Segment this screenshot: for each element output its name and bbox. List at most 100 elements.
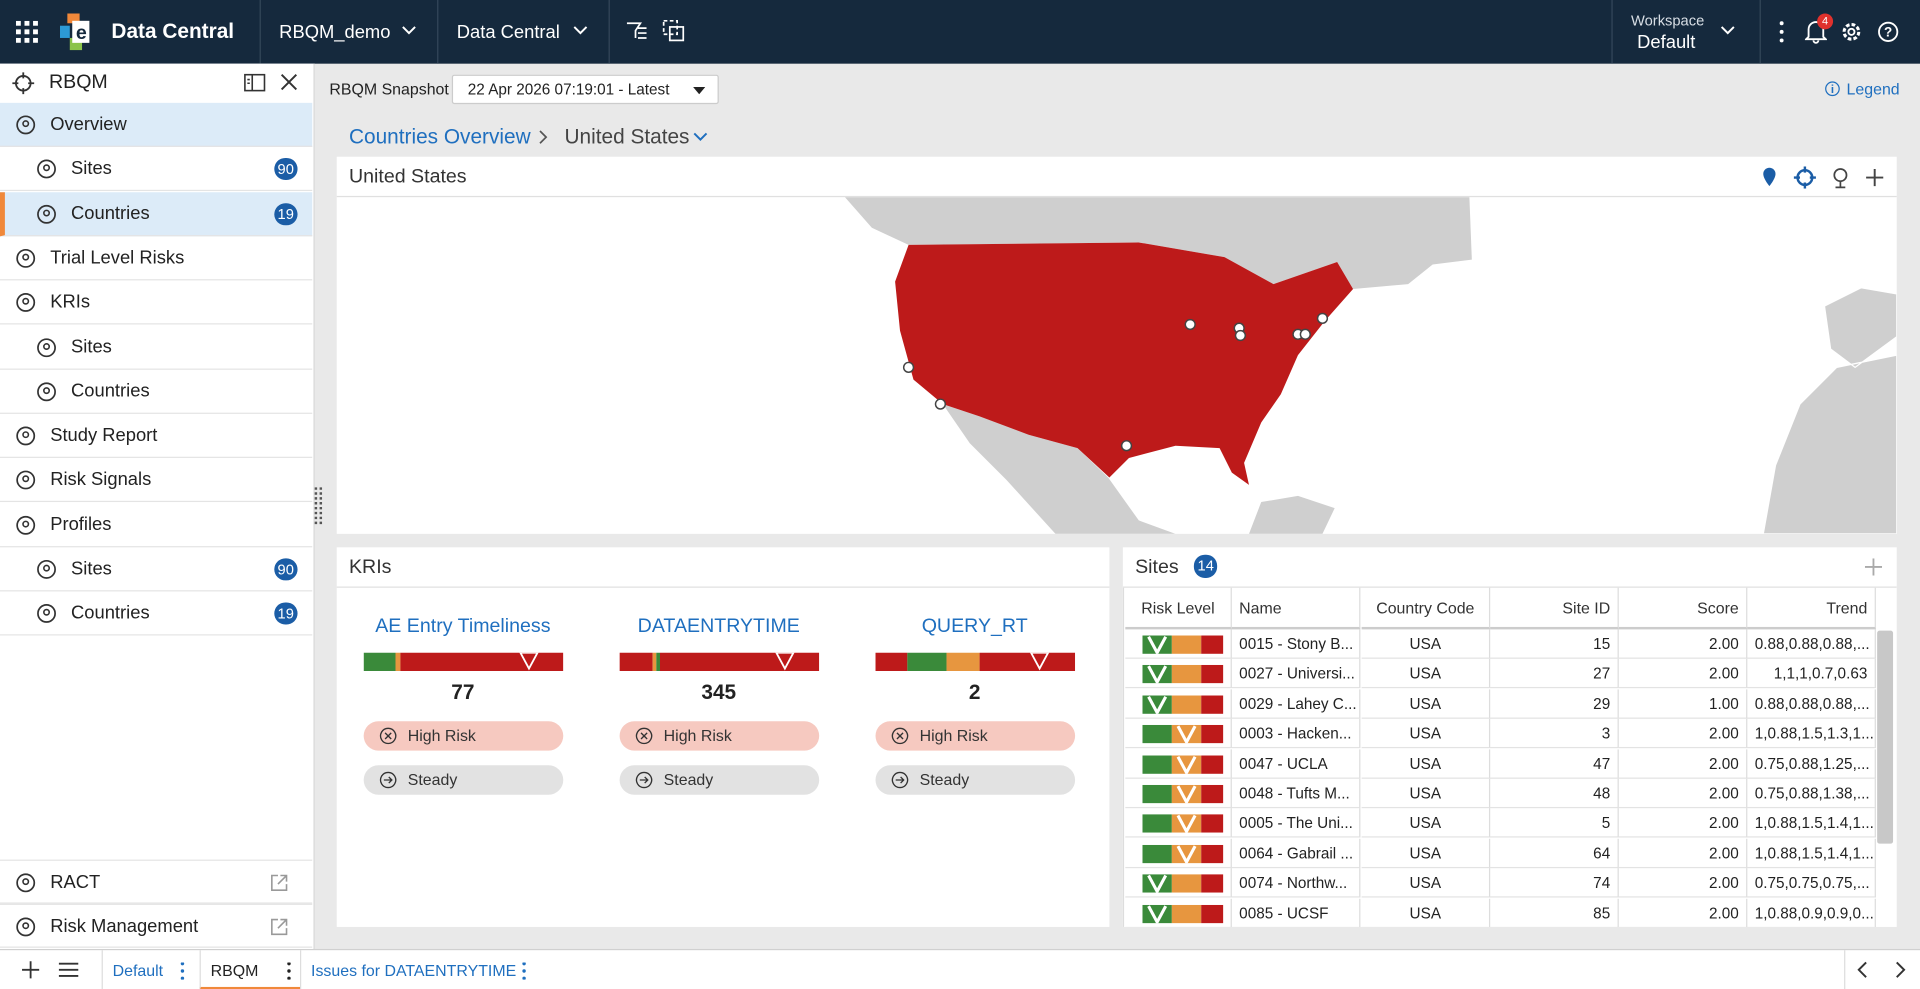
gauge-segment: [660, 652, 820, 672]
table-cell: 2.00: [1618, 659, 1748, 689]
gauge-segment: [363, 652, 396, 672]
column-header[interactable]: Name: [1231, 587, 1361, 630]
site-marker[interactable]: [1184, 318, 1196, 331]
snapshot-value: 22 Apr 2026 07:19:01 - Latest: [467, 80, 670, 98]
icon-shape: [37, 382, 56, 402]
tab[interactable]: Default: [101, 950, 195, 989]
icon-shape: [37, 559, 56, 579]
external-link[interactable]: Risk Management: [0, 903, 313, 948]
tab-menu[interactable]: [287, 962, 292, 980]
icon-shape: [37, 337, 56, 357]
breadcrumb-link[interactable]: Countries Overview: [348, 124, 531, 149]
help-button[interactable]: ?: [1877, 21, 1899, 43]
table-row[interactable]: 0048 - Tufts M... USA 48 2.00 0.75,0.88,1.38…: [1124, 778, 1878, 809]
scroll-left[interactable]: [1856, 961, 1868, 978]
resize-handle[interactable]: [314, 487, 323, 525]
nav-subitem[interactable]: Sites 90: [0, 547, 313, 592]
nav-subitem[interactable]: Countries 19: [0, 191, 313, 236]
scrollbar[interactable]: [1877, 630, 1894, 844]
tab-menu[interactable]: [180, 962, 185, 980]
gauge-segment: [400, 652, 564, 672]
new-tab-button[interactable]: [21, 960, 41, 980]
column-header[interactable]: Risk Level: [1125, 587, 1232, 630]
nav-item[interactable]: Trial Level Risks: [0, 236, 313, 281]
kri-name[interactable]: AE Entry Timeliness: [375, 615, 551, 637]
separator: [259, 0, 261, 64]
icon-shape: [43, 386, 51, 394]
nav-item[interactable]: KRIs: [0, 281, 313, 325]
table-cell: 1,0.88,1.5,1.4,1...: [1747, 838, 1876, 868]
snapshot-select[interactable]: 22 Apr 2026 07:19:01 - Latest: [451, 74, 719, 105]
table-cell: 0074 - Northw...: [1231, 868, 1361, 898]
kri-name[interactable]: DATAENTRYTIME: [637, 615, 800, 637]
risk-pill: High Risk: [875, 721, 1076, 751]
risk-level-icon: [1142, 725, 1224, 744]
site-marker[interactable]: [1234, 329, 1247, 342]
study-selector[interactable]: RBQM_demo: [279, 22, 391, 43]
dot: [180, 962, 185, 966]
kri-name[interactable]: QUERY_RT: [921, 615, 1028, 637]
nav-item[interactable]: Risk Signals: [0, 458, 313, 503]
more-button[interactable]: [1778, 21, 1785, 43]
tab[interactable]: Issues for DATAENTRYTIME: [300, 950, 536, 989]
tab-bar: Default RBQM Issues for DATAENTRYTIME: [0, 948, 1920, 989]
table-row[interactable]: 0003 - Hacken... USA 3 2.00 1,0.88,1.5,1.3,1…: [1124, 719, 1878, 749]
nav-item[interactable]: Study Report: [0, 414, 313, 459]
table-row[interactable]: 0074 - Northw... USA 74 2.00 0.75,0.75,0.75,…: [1124, 868, 1878, 898]
pin-tool[interactable]: [1763, 167, 1776, 187]
breadcrumb-current[interactable]: United States: [564, 124, 690, 149]
filter-button[interactable]: [626, 21, 648, 41]
column-header[interactable]: Score: [1618, 587, 1748, 630]
tab[interactable]: RBQM: [199, 950, 301, 989]
table-row[interactable]: 0085 - UCSF USA 85 2.00 1,0.88,0.9,0.9,0...: [1124, 898, 1878, 927]
close-button[interactable]: [280, 73, 298, 91]
nav-icon: [16, 515, 36, 535]
icon-shape: [37, 604, 56, 624]
nav-subitem[interactable]: Sites 90: [0, 147, 313, 192]
table-row[interactable]: 0029 - Lahey C... USA 29 1.00 0.88,0.88,0.88…: [1124, 689, 1878, 719]
site-marker[interactable]: [934, 398, 947, 410]
site-marker[interactable]: [1120, 440, 1133, 452]
nav-item[interactable]: Profiles: [0, 503, 313, 547]
sidebar: RBQM Overview Sites 90 Countries 19 Trial Lev…: [0, 63, 315, 949]
add-tool[interactable]: [1866, 168, 1884, 187]
tab-menu[interactable]: [522, 962, 527, 980]
module-selector[interactable]: Data Central: [456, 22, 560, 43]
column-header[interactable]: Site ID: [1490, 587, 1619, 630]
risk-level-cell: [1125, 898, 1232, 927]
table-row[interactable]: 0015 - Stony B... USA 15 2.00 0.88,0.88,0.88…: [1124, 629, 1878, 659]
locate-tool[interactable]: [1793, 166, 1816, 189]
table-cell: 1.00: [1618, 689, 1748, 719]
column-header[interactable]: Country Code: [1361, 587, 1491, 630]
legend-link[interactable]: Legend: [1846, 79, 1900, 98]
copy-button[interactable]: [662, 19, 685, 42]
nav-subitem[interactable]: Sites: [0, 325, 313, 370]
table-row[interactable]: 0027 - Universi... USA 27 2.00 1,1,1,0.7,0.6…: [1124, 659, 1878, 689]
external-link[interactable]: RACT: [0, 859, 313, 904]
table-row[interactable]: 0064 - Gabrail ... USA 64 2.00 1,0.88,1.5,1.…: [1124, 838, 1878, 868]
workspace-selector[interactable]: Default: [1637, 31, 1696, 53]
icon-shape: [22, 520, 30, 528]
globe-tool[interactable]: [1833, 168, 1848, 189]
scroll-right[interactable]: [1894, 961, 1906, 978]
nav-count: 90: [273, 158, 298, 181]
nav-item[interactable]: Overview: [0, 102, 313, 147]
site-marker[interactable]: [1299, 328, 1311, 340]
column-header[interactable]: Trend: [1747, 587, 1876, 630]
kri-panel: KRIs AE Entry Timeliness 77 High Risk Stead…: [336, 547, 1110, 927]
dock-button[interactable]: [244, 73, 266, 92]
sites-table: Risk Level Name Country Code Site ID Score Tr…: [1122, 587, 1879, 927]
apps-button[interactable]: [15, 20, 38, 43]
nav-label: Sites: [71, 158, 112, 180]
table-row[interactable]: 0005 - The Uni... USA 5 2.00 1,0.88,1.5,1.4,…: [1124, 808, 1878, 839]
nav-subitem[interactable]: Countries 19: [0, 592, 313, 636]
icon-shape: [16, 917, 36, 937]
nav-subitem[interactable]: Countries: [0, 370, 313, 414]
table-row[interactable]: 0047 - UCLA USA 47 2.00 0.75,0.88,1.25,...: [1124, 748, 1878, 779]
site-marker[interactable]: [902, 361, 915, 373]
tab-list-button[interactable]: [58, 962, 79, 977]
nav-label: RACT: [50, 871, 101, 893]
settings-button[interactable]: [1840, 21, 1862, 43]
site-marker[interactable]: [1316, 312, 1329, 325]
add-button[interactable]: [1864, 558, 1883, 576]
